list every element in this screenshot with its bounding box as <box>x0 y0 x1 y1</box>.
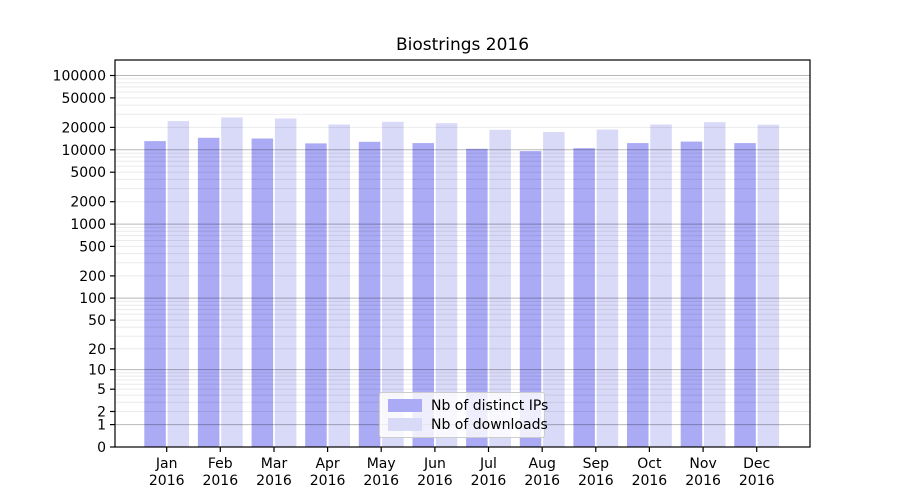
bar-distinct-ips-apr <box>305 143 327 447</box>
x-tick-label-month: Oct <box>637 456 662 472</box>
bar-downloads-jun <box>435 123 458 447</box>
x-tick-label-month: Nov <box>689 456 716 472</box>
x-tick-label-year: 2016 <box>310 473 346 489</box>
y-tick-label: 2 <box>97 405 106 421</box>
bar-downloads-feb <box>221 117 243 447</box>
x-tick-label-month: Jun <box>423 456 446 472</box>
x-tick-label-year: 2016 <box>739 473 775 489</box>
distinct-ips-swatch-icon <box>388 399 422 412</box>
bar-distinct-ips-aug <box>519 151 542 447</box>
y-tick-label: 10 <box>88 363 106 379</box>
x-tick-label-year: 2016 <box>578 473 614 489</box>
y-tick-label: 50 <box>88 313 106 329</box>
y-tick-label: 20 <box>88 342 106 358</box>
y-tick-label: 200 <box>79 269 106 285</box>
x-tick-label-year: 2016 <box>524 473 560 489</box>
x-tick-label-month: May <box>367 456 396 472</box>
bar-distinct-ips-feb <box>197 137 220 448</box>
y-tick-label: 100 <box>79 291 106 307</box>
x-tick-label-year: 2016 <box>471 473 507 489</box>
legend-label: Nb of downloads <box>431 416 548 433</box>
bar-distinct-ips-oct <box>627 143 649 447</box>
x-tick-label-year: 2016 <box>202 473 238 489</box>
x-tick-label-month: Jul <box>479 456 497 472</box>
bar-distinct-ips-sep <box>573 148 595 447</box>
x-tick-label-year: 2016 <box>417 473 453 489</box>
y-tick-label: 50000 <box>61 91 106 107</box>
y-tick-label: 100000 <box>53 69 106 85</box>
bar-downloads-aug <box>543 132 565 447</box>
bar-downloads-apr <box>328 124 350 447</box>
bar-distinct-ips-mar <box>251 138 274 447</box>
y-tick-label: 2000 <box>70 195 106 211</box>
x-tick-label-year: 2016 <box>685 473 721 489</box>
x-tick-label-month: Mar <box>261 456 288 472</box>
bar-downloads-jul <box>489 129 511 448</box>
bar-downloads-dec <box>757 124 780 447</box>
y-tick-label: 1000 <box>70 217 106 233</box>
bar-distinct-ips-dec <box>734 143 756 447</box>
bar-downloads-mar <box>274 118 297 447</box>
y-tick-label: 20000 <box>61 120 106 136</box>
x-tick-label-year: 2016 <box>256 473 292 489</box>
bar-distinct-ips-jan <box>144 141 166 447</box>
bar-downloads-nov <box>704 122 726 447</box>
y-tick-label: 0 <box>97 440 106 456</box>
y-tick-label: 5000 <box>70 165 106 181</box>
chart-title: Biostrings 2016 <box>395 35 530 55</box>
bar-downloads-sep <box>596 129 619 447</box>
bar-distinct-ips-jul <box>466 148 488 448</box>
bar-downloads-jan <box>167 121 190 447</box>
legend-item-distinct-ips: Nb of distinct IPs <box>388 397 548 415</box>
x-tick-label-year: 2016 <box>149 473 185 489</box>
x-tick-label-year: 2016 <box>632 473 668 489</box>
y-tick-label: 1 <box>97 418 106 434</box>
legend-label: Nb of distinct IPs <box>431 397 549 414</box>
legend: Nb of distinct IPs Nb of downloads <box>379 392 548 438</box>
x-tick-label-month: Apr <box>315 456 339 472</box>
x-tick-label-month: Dec <box>743 456 770 472</box>
y-tick-label: 10000 <box>61 143 106 159</box>
legend-item-downloads: Nb of downloads <box>388 416 548 434</box>
x-tick-label-month: Aug <box>529 456 556 472</box>
plot-border <box>114 59 811 448</box>
y-tick-label: 500 <box>79 239 106 255</box>
x-tick-label-month: Sep <box>583 456 610 472</box>
bar-distinct-ips-may <box>358 141 381 448</box>
x-tick-label-month: Feb <box>208 456 233 472</box>
bar-distinct-ips-jun <box>412 143 434 447</box>
bar-distinct-ips-nov <box>680 141 703 447</box>
bar-downloads-oct <box>650 124 672 447</box>
y-tick-label: 5 <box>97 382 106 398</box>
x-tick-label-month: Jan <box>155 456 178 472</box>
x-tick-label-year: 2016 <box>363 473 399 489</box>
bar-downloads-may <box>382 121 404 448</box>
downloads-swatch-icon <box>388 418 422 431</box>
